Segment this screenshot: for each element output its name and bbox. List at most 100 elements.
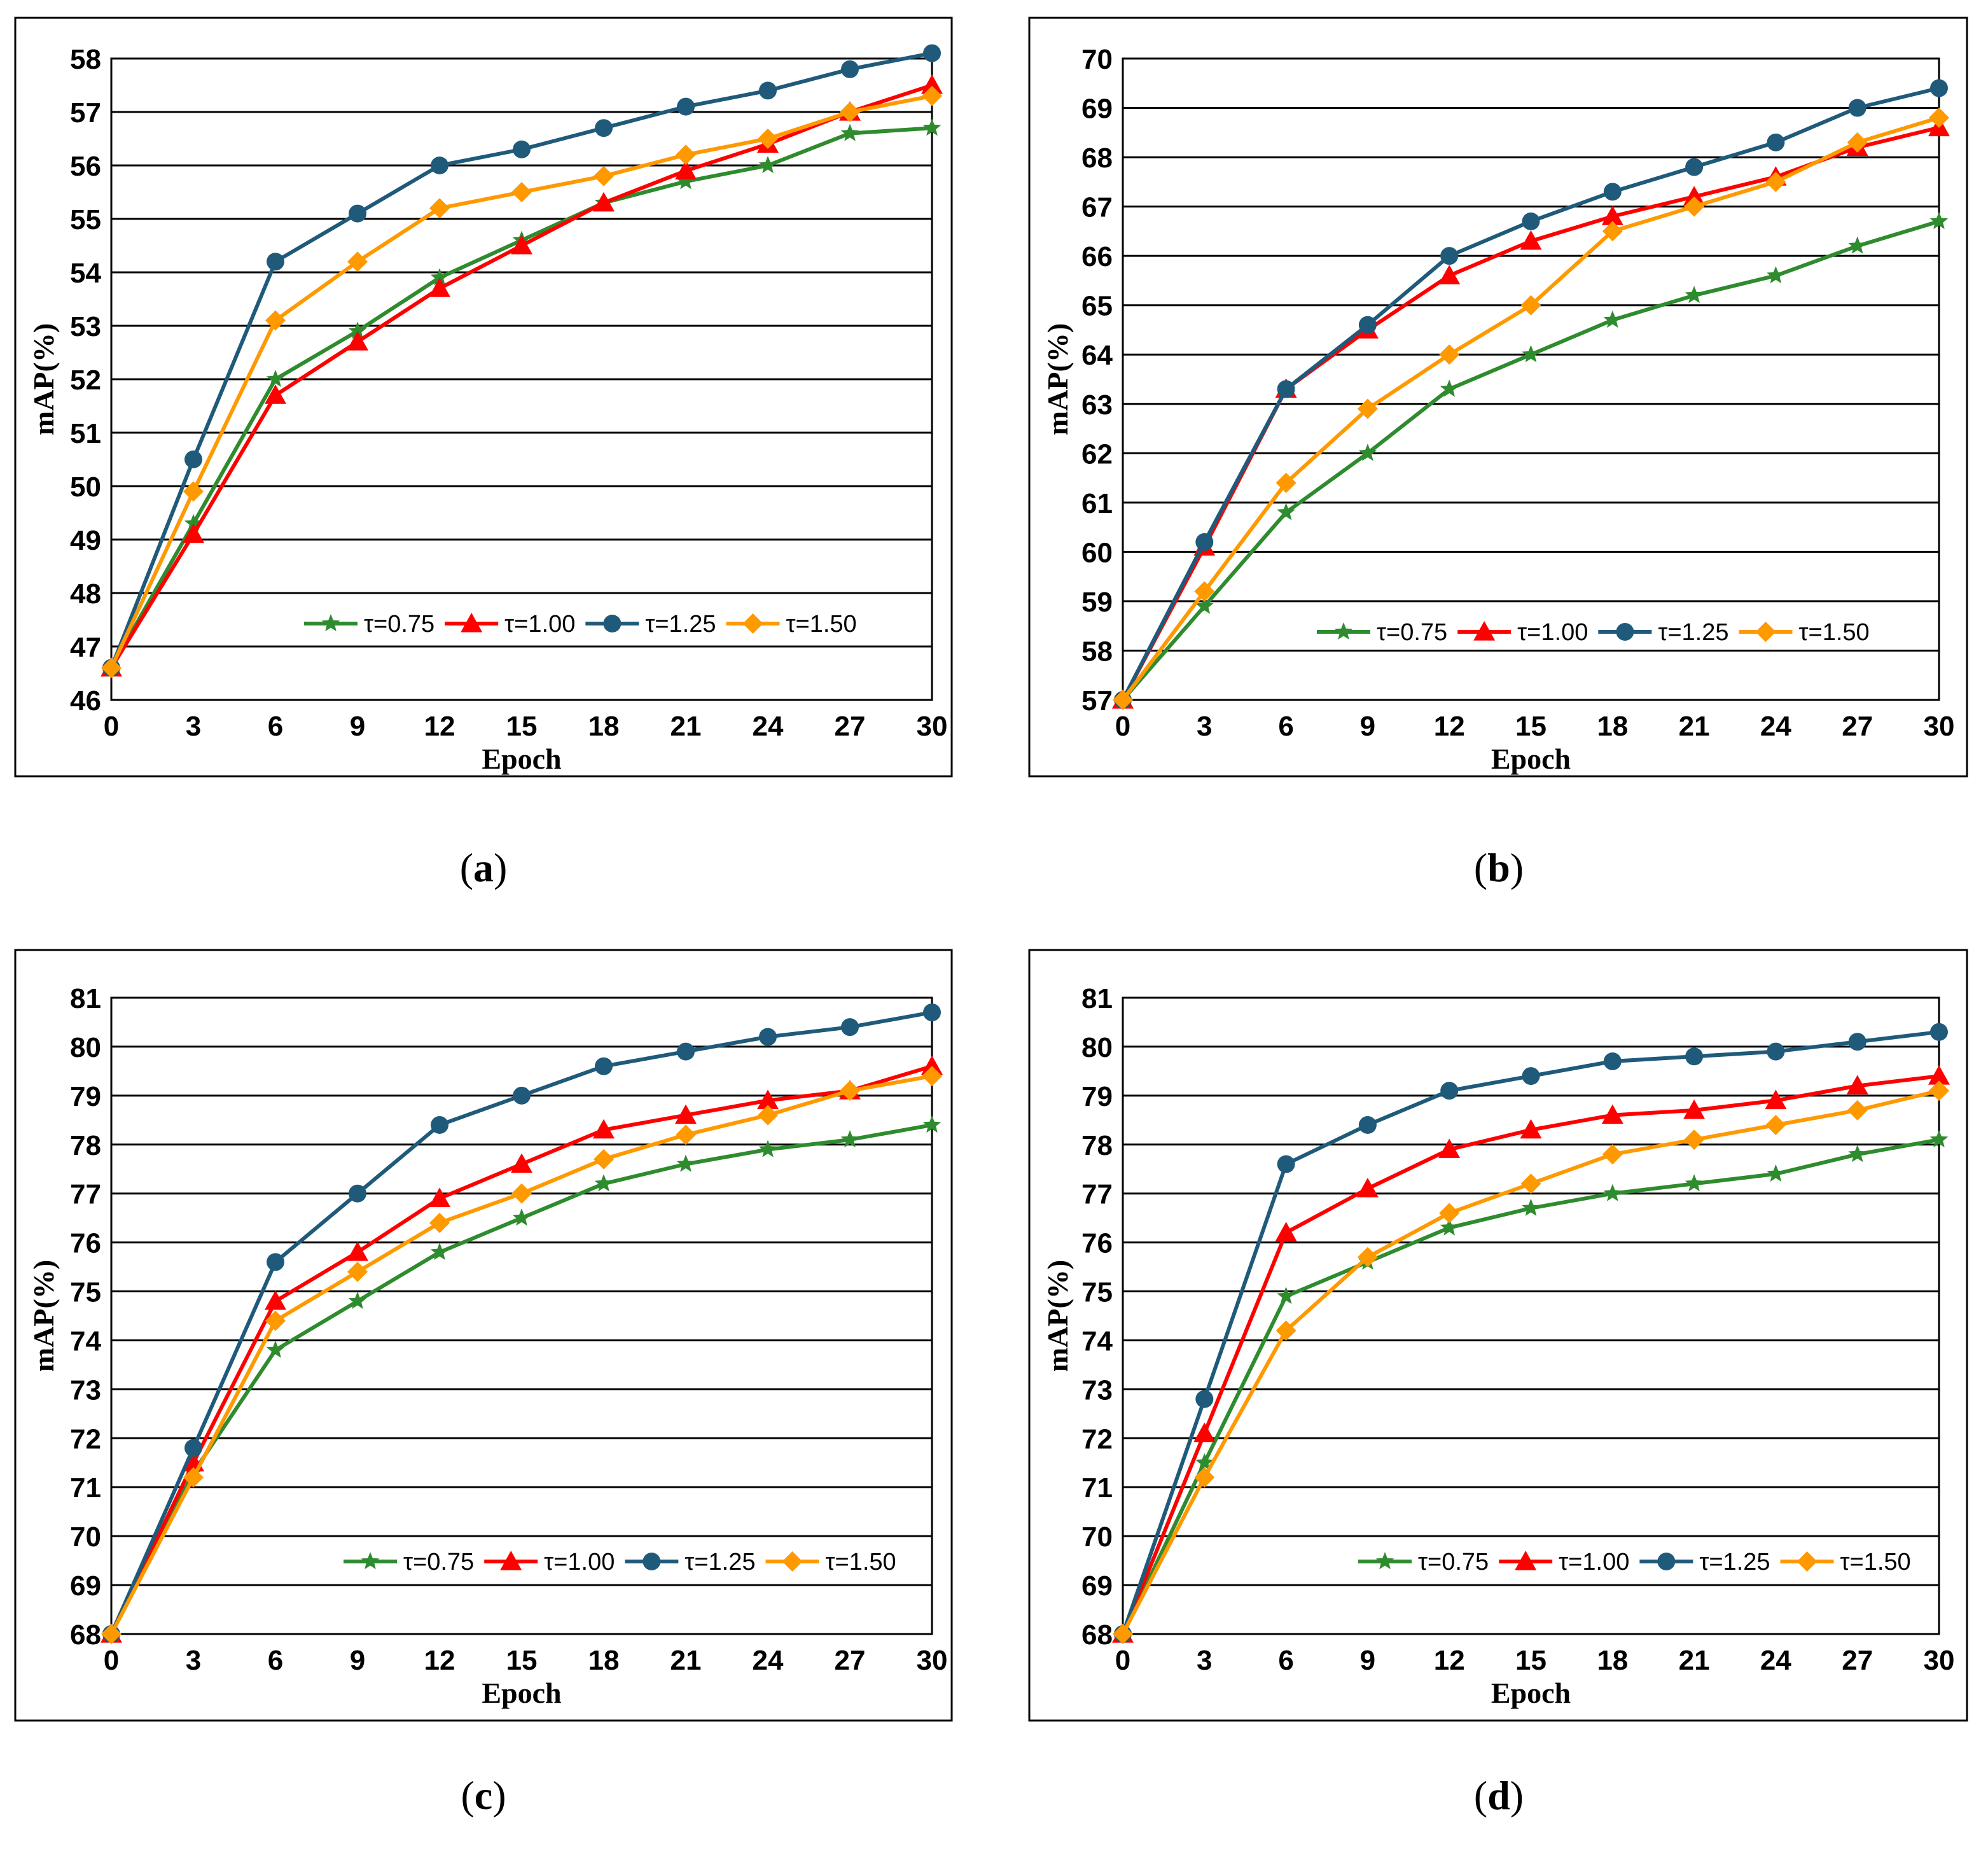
chart-b-data-point xyxy=(1439,344,1460,365)
chart-c-y-tick-label: 78 xyxy=(70,1130,101,1161)
chart-b-y-tick-label: 62 xyxy=(1081,438,1113,470)
chart-c-x-tick-label: 9 xyxy=(350,1645,365,1676)
chart-c-data-point xyxy=(267,1253,284,1271)
chart-a-data-point xyxy=(593,192,615,212)
chart-d-data-point xyxy=(1767,1042,1785,1061)
chart-a-legend-marker xyxy=(742,613,763,634)
chart-d-data-point xyxy=(1440,1082,1459,1100)
chart-c-y-tick-label: 77 xyxy=(70,1179,101,1210)
chart-a-x-tick-label: 15 xyxy=(506,711,538,742)
chart-a-y-tick-label: 54 xyxy=(70,258,101,289)
chart-b-data-point xyxy=(1440,379,1459,397)
chart-c-data-point xyxy=(758,1105,778,1126)
chart-d-data-point xyxy=(1602,1144,1623,1165)
chart-c-legend-label: τ=1.00 xyxy=(544,1549,615,1575)
chart-d-data-point xyxy=(1765,1089,1787,1110)
chart-d-series-4 xyxy=(1113,1080,1949,1644)
chart-b-y-tick-label: 63 xyxy=(1081,389,1113,421)
chart-c-data-point xyxy=(922,1115,942,1133)
chart-c-legend-marker xyxy=(500,1551,522,1570)
chart-d-x-tick-label: 21 xyxy=(1679,1645,1710,1676)
chart-d-data-point xyxy=(1439,1203,1460,1224)
chart-c-data-point xyxy=(922,1066,942,1087)
chart-b-y-tick-label: 65 xyxy=(1081,291,1113,322)
chart-b-x-tick-label: 15 xyxy=(1515,711,1547,742)
chart-a-data-point xyxy=(840,102,860,122)
chart-c-legend-marker xyxy=(361,1552,380,1570)
chart-b-x-axis-title: Epoch xyxy=(1491,743,1571,775)
chart-b-data-point xyxy=(1195,596,1214,614)
chart-a-data-point xyxy=(101,657,122,678)
chart-d-x-tick-label: 9 xyxy=(1360,1645,1375,1676)
chart-b-y-tick-label: 60 xyxy=(1081,537,1113,568)
chart-c-legend-marker xyxy=(643,1553,661,1570)
chart-d-data-point xyxy=(1929,1130,1949,1148)
chart-b-data-point xyxy=(1683,186,1706,206)
chart-b-data-point xyxy=(1357,398,1378,419)
chart-a: 46 47 48 49 50 51 52 53 54 55 56 57 58 0 3 6 9 12 15 18 21 24… xyxy=(14,17,953,890)
chart-b-series-3 xyxy=(1114,79,1948,709)
chart-c-y-tick-label: 76 xyxy=(70,1228,101,1259)
chart-a-y-tick-label: 48 xyxy=(70,578,101,610)
chart-c-y-tick-label: 72 xyxy=(70,1423,101,1455)
chart-a-data-point xyxy=(923,44,941,62)
chart-a-x-tick-label: 0 xyxy=(104,711,119,742)
chart-c-legend-label: τ=0.75 xyxy=(403,1549,474,1575)
chart-a-x-tick-label: 6 xyxy=(268,711,283,742)
chart-a-data-point xyxy=(184,451,202,468)
chart-d-data-point xyxy=(1846,1075,1868,1095)
chart-c-data-point xyxy=(347,1241,368,1261)
chart-c-data-point xyxy=(840,1080,860,1101)
chart-b-data-point xyxy=(1277,503,1295,520)
chart-a-x-tick-label: 12 xyxy=(424,711,455,742)
chart-b-y-tick-label: 57 xyxy=(1081,685,1113,716)
chart-c-caption: (c) xyxy=(461,1773,506,1818)
chart-d-legend-label: τ=0.75 xyxy=(1418,1549,1489,1575)
chart-b-legend-marker xyxy=(1473,621,1496,641)
chart-a-data-point xyxy=(676,172,695,190)
chart-b-data-point xyxy=(1195,533,1214,551)
chart-d-legend-label: τ=1.00 xyxy=(1559,1549,1629,1575)
chart-d-caption: (d) xyxy=(1474,1773,1524,1818)
chart-a-data-point xyxy=(183,481,204,502)
chart-c-data-point xyxy=(923,1003,941,1022)
chart-d-data-point xyxy=(1929,1080,1949,1101)
chart-d-data-point xyxy=(1603,1052,1622,1070)
chart-a-data-point xyxy=(265,310,286,331)
chart-b-x-tick-label: 9 xyxy=(1360,711,1375,742)
chart-a-data-point xyxy=(429,277,450,297)
chart-d-data-point xyxy=(1113,1624,1133,1644)
chart-b-data-point xyxy=(1440,247,1459,265)
chart-c-data-point xyxy=(675,1104,697,1124)
chart-a-data-point xyxy=(348,321,367,339)
chart-c-legend: τ=0.75 τ=1.00 τ=1.25 τ=1.50 xyxy=(344,1549,896,1575)
chart-a-legend-marker xyxy=(603,615,622,632)
chart-a-data-point xyxy=(267,253,284,271)
chart-b-y-tick-label: 67 xyxy=(1081,192,1113,223)
chart-b-y-tick-label: 59 xyxy=(1081,587,1113,618)
chart-c-data-point xyxy=(677,1042,695,1061)
chart-d-data-point xyxy=(1685,1047,1704,1066)
chart-c-series-4 xyxy=(101,1066,942,1644)
chart-b-legend-marker xyxy=(1755,622,1776,642)
chart-b-legend: τ=0.75 τ=1.00 τ=1.25 τ=1.50 xyxy=(1317,619,1870,646)
chart-c-x-tick-label: 3 xyxy=(186,1645,201,1676)
chart-c-data-point xyxy=(758,1140,777,1157)
chart-c-data-point xyxy=(429,1187,450,1207)
chart-b-x-tick-label: 21 xyxy=(1679,711,1710,742)
chart-c-y-tick-label: 74 xyxy=(70,1325,101,1357)
chart-b-data-point xyxy=(1685,286,1704,304)
chart-b-data-point xyxy=(1602,221,1623,242)
chart-d-y-tick-label: 75 xyxy=(1081,1277,1113,1308)
chart-a-y-axis-title: mAP(%) xyxy=(27,323,60,435)
chart-d-data-point xyxy=(1520,1119,1542,1139)
chart-a-x-tick-label: 18 xyxy=(588,711,620,742)
chart-d-y-tick-label: 68 xyxy=(1081,1619,1113,1651)
chart-c-x-tick-label: 15 xyxy=(506,1645,538,1676)
chart-c-data-point xyxy=(101,1624,122,1644)
chart-c-y-axis-title: mAP(%) xyxy=(27,1260,60,1372)
chart-d-legend-marker xyxy=(1797,1551,1818,1572)
chart-c-data-point xyxy=(594,1174,613,1192)
chart-a-data-point xyxy=(758,129,778,149)
